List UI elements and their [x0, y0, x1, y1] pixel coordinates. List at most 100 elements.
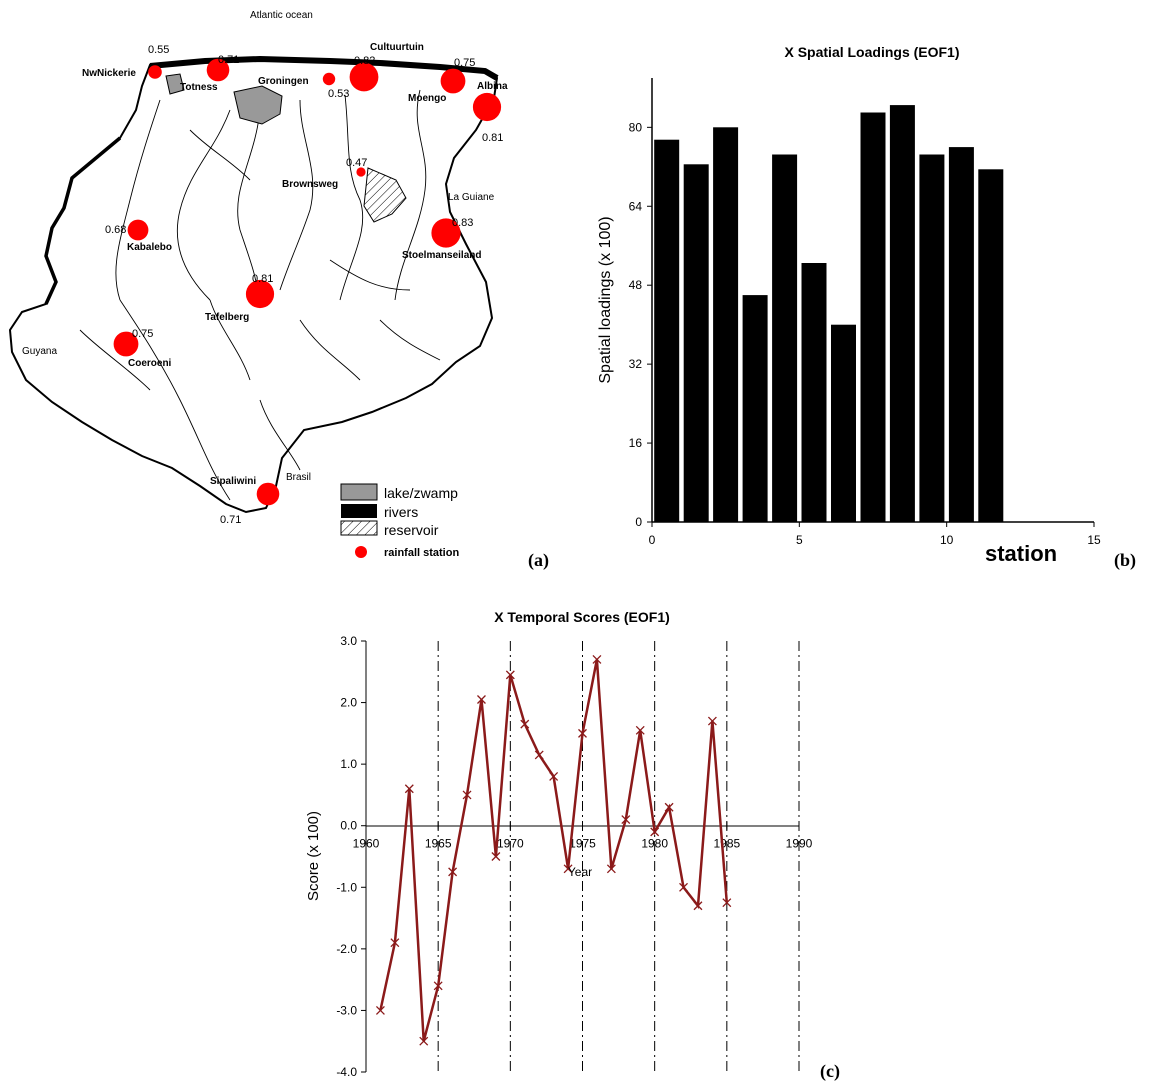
- score-marker: [707, 716, 717, 726]
- station-groningen[interactable]: Groningen 0.53: [258, 72, 349, 100]
- line-x-ticks: 1960 1965 1970 1975 1980 1985 1990: [353, 821, 813, 851]
- station-nwnickerie[interactable]: NwNickerie 0.55: [82, 44, 169, 79]
- score-marker: [390, 938, 400, 948]
- station-totness[interactable]: Totness 0.71: [180, 54, 239, 93]
- station-value: 0.75: [132, 328, 153, 340]
- line-chart-title: X Temporal Scores (EOF1): [494, 609, 670, 625]
- line-x-tick-label: 1980: [641, 837, 668, 851]
- legend-reservoir-swatch: [340, 520, 378, 536]
- panel-b-label: (b): [1114, 550, 1136, 571]
- line-y-tick-label: -4.0: [336, 1065, 357, 1079]
- score-marker: [621, 815, 631, 825]
- legend-lake-swatch: [340, 483, 378, 501]
- station-dot: [256, 482, 280, 506]
- station-coeroeni[interactable]: Coeroeni 0.75: [113, 328, 172, 369]
- station-name: Moengo: [408, 93, 446, 104]
- map-legend: lake/zwamp rivers reservoir rainfall sta…: [340, 483, 459, 559]
- station-value: 0.55: [148, 44, 169, 56]
- station-value: 0.82: [354, 55, 375, 67]
- score-marker: [419, 1036, 429, 1046]
- bar-y-tick-label: 80: [629, 120, 643, 134]
- station-dot: [322, 72, 336, 86]
- line-y-tick-label: 1.0: [340, 757, 357, 771]
- line-y-tick-label: -2.0: [336, 942, 357, 956]
- line-x-tick-label: 1990: [786, 837, 813, 851]
- lake-brokopondo-area: [233, 85, 283, 125]
- station-dot: [206, 58, 230, 82]
- lake-nickerie-area: [165, 73, 185, 95]
- station-name: Sipaliwini: [210, 476, 256, 487]
- score-marker: [722, 898, 732, 908]
- score-marker: [520, 719, 530, 729]
- bar-x-tick-label: 5: [796, 533, 803, 547]
- station-brownsweg[interactable]: Brownsweg 0.47: [282, 157, 367, 190]
- score-marker: [635, 725, 645, 735]
- line-y-tick-label: -3.0: [336, 1003, 357, 1017]
- score-marker: [404, 784, 414, 794]
- bar: [772, 154, 798, 522]
- bar: [978, 169, 1004, 523]
- station-cultuurtuin[interactable]: Cultuurtuin 0.82: [349, 42, 424, 92]
- line-y-tick-label: -1.0: [336, 880, 357, 894]
- score-marker: [375, 1005, 385, 1015]
- bar: [801, 263, 827, 522]
- station-value: 0.81: [252, 273, 273, 285]
- bar-y-ticks: 0 16 32 48 64 80: [629, 120, 652, 529]
- score-marker: [664, 802, 674, 812]
- line-x-tick-label: 1975: [569, 837, 596, 851]
- line-x-tick-label: 1960: [353, 837, 380, 851]
- legend-lake-label: lake/zwamp: [384, 485, 458, 501]
- bar-chart-title: X Spatial Loadings (EOF1): [784, 44, 959, 60]
- station-dot: [431, 218, 461, 248]
- bar-x-ticks: 0 5 10 15: [649, 522, 1101, 547]
- bar: [654, 139, 680, 522]
- station-name: Cultuurtuin: [370, 42, 424, 53]
- station-name: Groningen: [258, 76, 309, 87]
- score-marker: [549, 771, 559, 781]
- station-name: Albina: [477, 81, 508, 92]
- bar-x-tick-label: 0: [649, 533, 656, 547]
- score-markers: [375, 655, 732, 1046]
- score-marker: [592, 655, 602, 664]
- score-marker: [448, 867, 458, 877]
- line-x-tick-label: 1985: [713, 837, 740, 851]
- station-albina[interactable]: Albina 0.81: [472, 81, 508, 144]
- score-marker: [462, 790, 472, 800]
- station-stoelmanseiland[interactable]: Stoelmanseiland 0.83: [402, 217, 481, 261]
- station-tafelberg[interactable]: Tafelberg 0.81: [205, 273, 275, 323]
- station-name: Tafelberg: [205, 312, 249, 323]
- station-value: 0.53: [328, 88, 349, 100]
- station-kabalebo[interactable]: Kabalebo 0.68: [105, 219, 172, 253]
- station-value: 0.81: [482, 132, 503, 144]
- bar-y-tick-label: 0: [635, 515, 642, 529]
- score-marker: [578, 728, 587, 738]
- station-value: 0.75: [454, 57, 475, 69]
- score-marker: [606, 864, 616, 874]
- station-name: Stoelmanseiland: [402, 250, 481, 261]
- line-x-tick-label: 1965: [425, 837, 452, 851]
- legend-rivers-label: rivers: [384, 504, 418, 520]
- station-value: 0.71: [218, 54, 239, 66]
- station-dot: [356, 167, 366, 177]
- bar: [948, 147, 974, 522]
- western-border-river: [44, 136, 122, 305]
- score-marker: [534, 750, 544, 760]
- score-marker: [505, 670, 515, 680]
- bar-y-tick-label: 16: [629, 436, 643, 450]
- line-y-tick-label: 0.0: [340, 819, 357, 833]
- reservoir-area: [363, 167, 407, 223]
- bar-y-tick-label: 32: [629, 357, 643, 371]
- station-moengo[interactable]: Moengo 0.75: [408, 57, 475, 104]
- ocean-label: Atlantic ocean: [250, 10, 313, 21]
- legend-station-label: rainfall station: [384, 547, 459, 559]
- bar-x-axis-label: station: [985, 541, 1057, 566]
- line-x-tick-label: 1970: [497, 837, 524, 851]
- line-chart-temporal-scores: X Temporal Scores (EOF1) 3.0 2.0 1.0 0.0 -1.…: [305, 609, 840, 1082]
- bar: [919, 154, 945, 522]
- station-value: 0.71: [220, 514, 241, 526]
- line-decade-lines: [437, 641, 800, 1072]
- bar: [889, 105, 915, 522]
- bar-chart-spatial-loadings: X Spatial Loadings (EOF1) 0 16 32 48 64 80 0 5…: [597, 44, 1136, 571]
- station-sipaliwini[interactable]: Sipaliwini 0.71: [210, 476, 280, 526]
